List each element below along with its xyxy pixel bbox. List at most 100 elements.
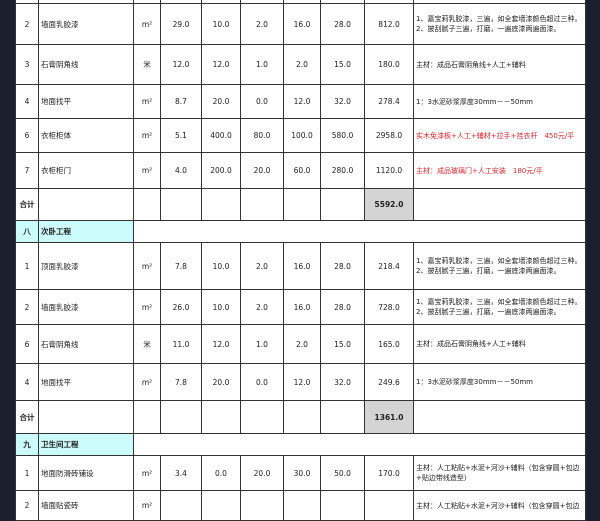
cell-amount: 2958.0 (364, 118, 414, 153)
cell-main: 200.0 (201, 152, 241, 189)
cell-amount: 1361.0 (364, 400, 414, 434)
cell-name: 石膏阴角线 (38, 44, 134, 85)
cell-amount (364, 490, 414, 521)
cell-qty (160, 400, 202, 434)
cell-main (201, 188, 241, 221)
cell-name: 墙面乳胶漆 (38, 3, 134, 45)
cell-name: 卫生间工程 (38, 433, 134, 456)
cell-unit: m² (133, 152, 161, 189)
cell-unit-price: 15.0 (320, 324, 365, 364)
cell-desc: 1、嘉宝莉乳胶漆，三遍，如全套墙漆颜色超过三种。2、披刮腻子三遍，打磨，一遍底漆… (413, 3, 586, 45)
cell-main: 10.0 (201, 289, 241, 325)
cell-amount: 249.6 (364, 363, 414, 401)
cell-unit: m² (133, 242, 161, 290)
cell-main (201, 400, 241, 434)
cell-amount: 165.0 (364, 324, 414, 364)
table-row: 2 墙面乳胶漆 m² 29.0 10.0 2.0 16.0 28.0 812.0 1、嘉宝莉乳胶漆… (15, 3, 586, 45)
cell-no: 3 (15, 44, 39, 85)
cell-labor: 60.0 (283, 152, 321, 189)
cell-unit-price (320, 188, 365, 221)
cell-unit (133, 188, 161, 221)
cell-amount: 278.4 (364, 84, 414, 119)
cell-no: 合计 (15, 400, 39, 434)
cell-desc: 1、嘉宝莉乳胶漆，三遍，如全套墙漆颜色超过三种。2、披刮腻子三遍，打磨，一遍底漆… (413, 289, 586, 325)
cell-labor (283, 188, 321, 221)
cell-aux: 2.0 (240, 242, 284, 290)
cell-main: 10.0 (201, 242, 241, 290)
cell-blank (133, 433, 586, 456)
cell-amount: 5592.0 (364, 188, 414, 221)
cell-desc: 1、嘉宝莉乳胶漆，三遍，如全套墙漆颜色超过三种。2、披刮腻子三遍，打磨，一遍底漆… (413, 242, 586, 290)
cell-main: 20.0 (201, 84, 241, 119)
quote-sheet: 2 墙面乳胶漆 m² 29.0 10.0 2.0 16.0 28.0 812.0 1、嘉宝莉乳胶漆… (15, 0, 586, 521)
cell-name: 地面找平 (38, 363, 134, 401)
cell-unit: m² (133, 118, 161, 153)
cell-labor: 16.0 (283, 289, 321, 325)
cell-desc: 主材：人工粘贴+水泥+河沙+辅料（包含穿圆+包边+贴边带线造型） (413, 455, 586, 491)
total-row: 合计 5592.0 (15, 188, 586, 221)
cell-aux: 2.0 (240, 3, 284, 45)
cell-name: 衣柜柜体 (38, 118, 134, 153)
cell-aux: 1.0 (240, 44, 284, 85)
cell-no: 2 (15, 490, 39, 521)
cell-qty (160, 490, 202, 521)
cell-qty: 8.7 (160, 84, 202, 119)
table-row: 3 石膏阴角线米 12.0 12.0 1.0 2.0 15.0 180.0 主材：成品石膏阴角线… (15, 44, 586, 85)
cell-desc (413, 400, 586, 434)
cell-name: 地面防滑砖铺设 (38, 455, 134, 491)
cell-no: 2 (15, 3, 39, 45)
cell-desc (413, 188, 586, 221)
cell-amount: 1120.0 (364, 152, 414, 189)
quote-table: 2 墙面乳胶漆 m² 29.0 10.0 2.0 16.0 28.0 812.0 1、嘉宝莉乳胶漆… (15, 0, 586, 521)
cell-no: 4 (15, 84, 39, 119)
cell-amount: 170.0 (364, 455, 414, 491)
cell-name: 顶面乳胶漆 (38, 242, 134, 290)
cell-desc: 主材：成品玻璃门+人工安装 180元/平 (413, 152, 586, 189)
cell-no: 九 (15, 433, 39, 456)
table-row: 6 石膏阴角线米 11.0 12.0 1.0 2.0 15.0 165.0 主材：成品石膏阴角线… (15, 324, 586, 364)
cell-aux (240, 188, 284, 221)
cell-name: 地面找平 (38, 84, 134, 119)
cell-aux: 80.0 (240, 118, 284, 153)
cell-unit-price: 32.0 (320, 84, 365, 119)
cell-blank (133, 220, 586, 243)
cell-name: 衣柜柜门 (38, 152, 134, 189)
cell-qty: 5.1 (160, 118, 202, 153)
cell-unit: m² (133, 490, 161, 521)
cell-amount: 728.0 (364, 289, 414, 325)
cell-unit-price: 28.0 (320, 242, 365, 290)
cell-aux (240, 400, 284, 434)
cell-unit-price: 28.0 (320, 289, 365, 325)
cell-desc: 主材：成品石膏阴角线+人工+辅料 (413, 44, 586, 85)
cell-labor (283, 400, 321, 434)
cell-main: 12.0 (201, 324, 241, 364)
cell-no: 6 (15, 324, 39, 364)
cell-desc: 实木免漆板+人工+辅材+拉手+挂衣杆 450元/平 (413, 118, 586, 153)
cell-qty (160, 188, 202, 221)
cell-amount: 812.0 (364, 3, 414, 45)
cell-main: 0.0 (201, 455, 241, 491)
cell-labor: 30.0 (283, 455, 321, 491)
cell-unit-price: 280.0 (320, 152, 365, 189)
cell-aux: 20.0 (240, 152, 284, 189)
cell-qty: 29.0 (160, 3, 202, 45)
cell-unit: 米 (133, 324, 161, 364)
cell-main: 12.0 (201, 44, 241, 85)
cell-no: 4 (15, 363, 39, 401)
cell-no: 八 (15, 220, 39, 243)
cell-qty: 7.8 (160, 363, 202, 401)
cell-qty: 12.0 (160, 44, 202, 85)
cell-amount: 218.4 (364, 242, 414, 290)
cell-unit-price: 580.0 (320, 118, 365, 153)
cell-no: 2 (15, 289, 39, 325)
cell-desc: 主材：成品石膏阴角线+人工+辅料 (413, 324, 586, 364)
table-row: 2 墙面乳胶漆 m² 26.0 10.0 2.0 16.0 28.0 728.0 1、嘉宝莉乳胶漆… (15, 289, 586, 325)
table-row: 1 顶面乳胶漆 m² 7.8 10.0 2.0 16.0 28.0 218.4 1、嘉宝莉乳胶漆，… (15, 242, 586, 290)
cell-name: 墙面乳胶漆 (38, 289, 134, 325)
table-row: 1 地面防滑砖铺设 m² 3.4 0.0 20.0 30.0 50.0 170.0 主材：人工粘贴… (15, 455, 586, 491)
cell-unit (133, 400, 161, 434)
cell-aux (240, 490, 284, 521)
cell-aux: 2.0 (240, 289, 284, 325)
cell-unit-price (320, 400, 365, 434)
table-row: 6 衣柜柜体 m² 5.1 400.0 80.0 100.0 580.0 2958.0 实木免漆板… (15, 118, 586, 153)
